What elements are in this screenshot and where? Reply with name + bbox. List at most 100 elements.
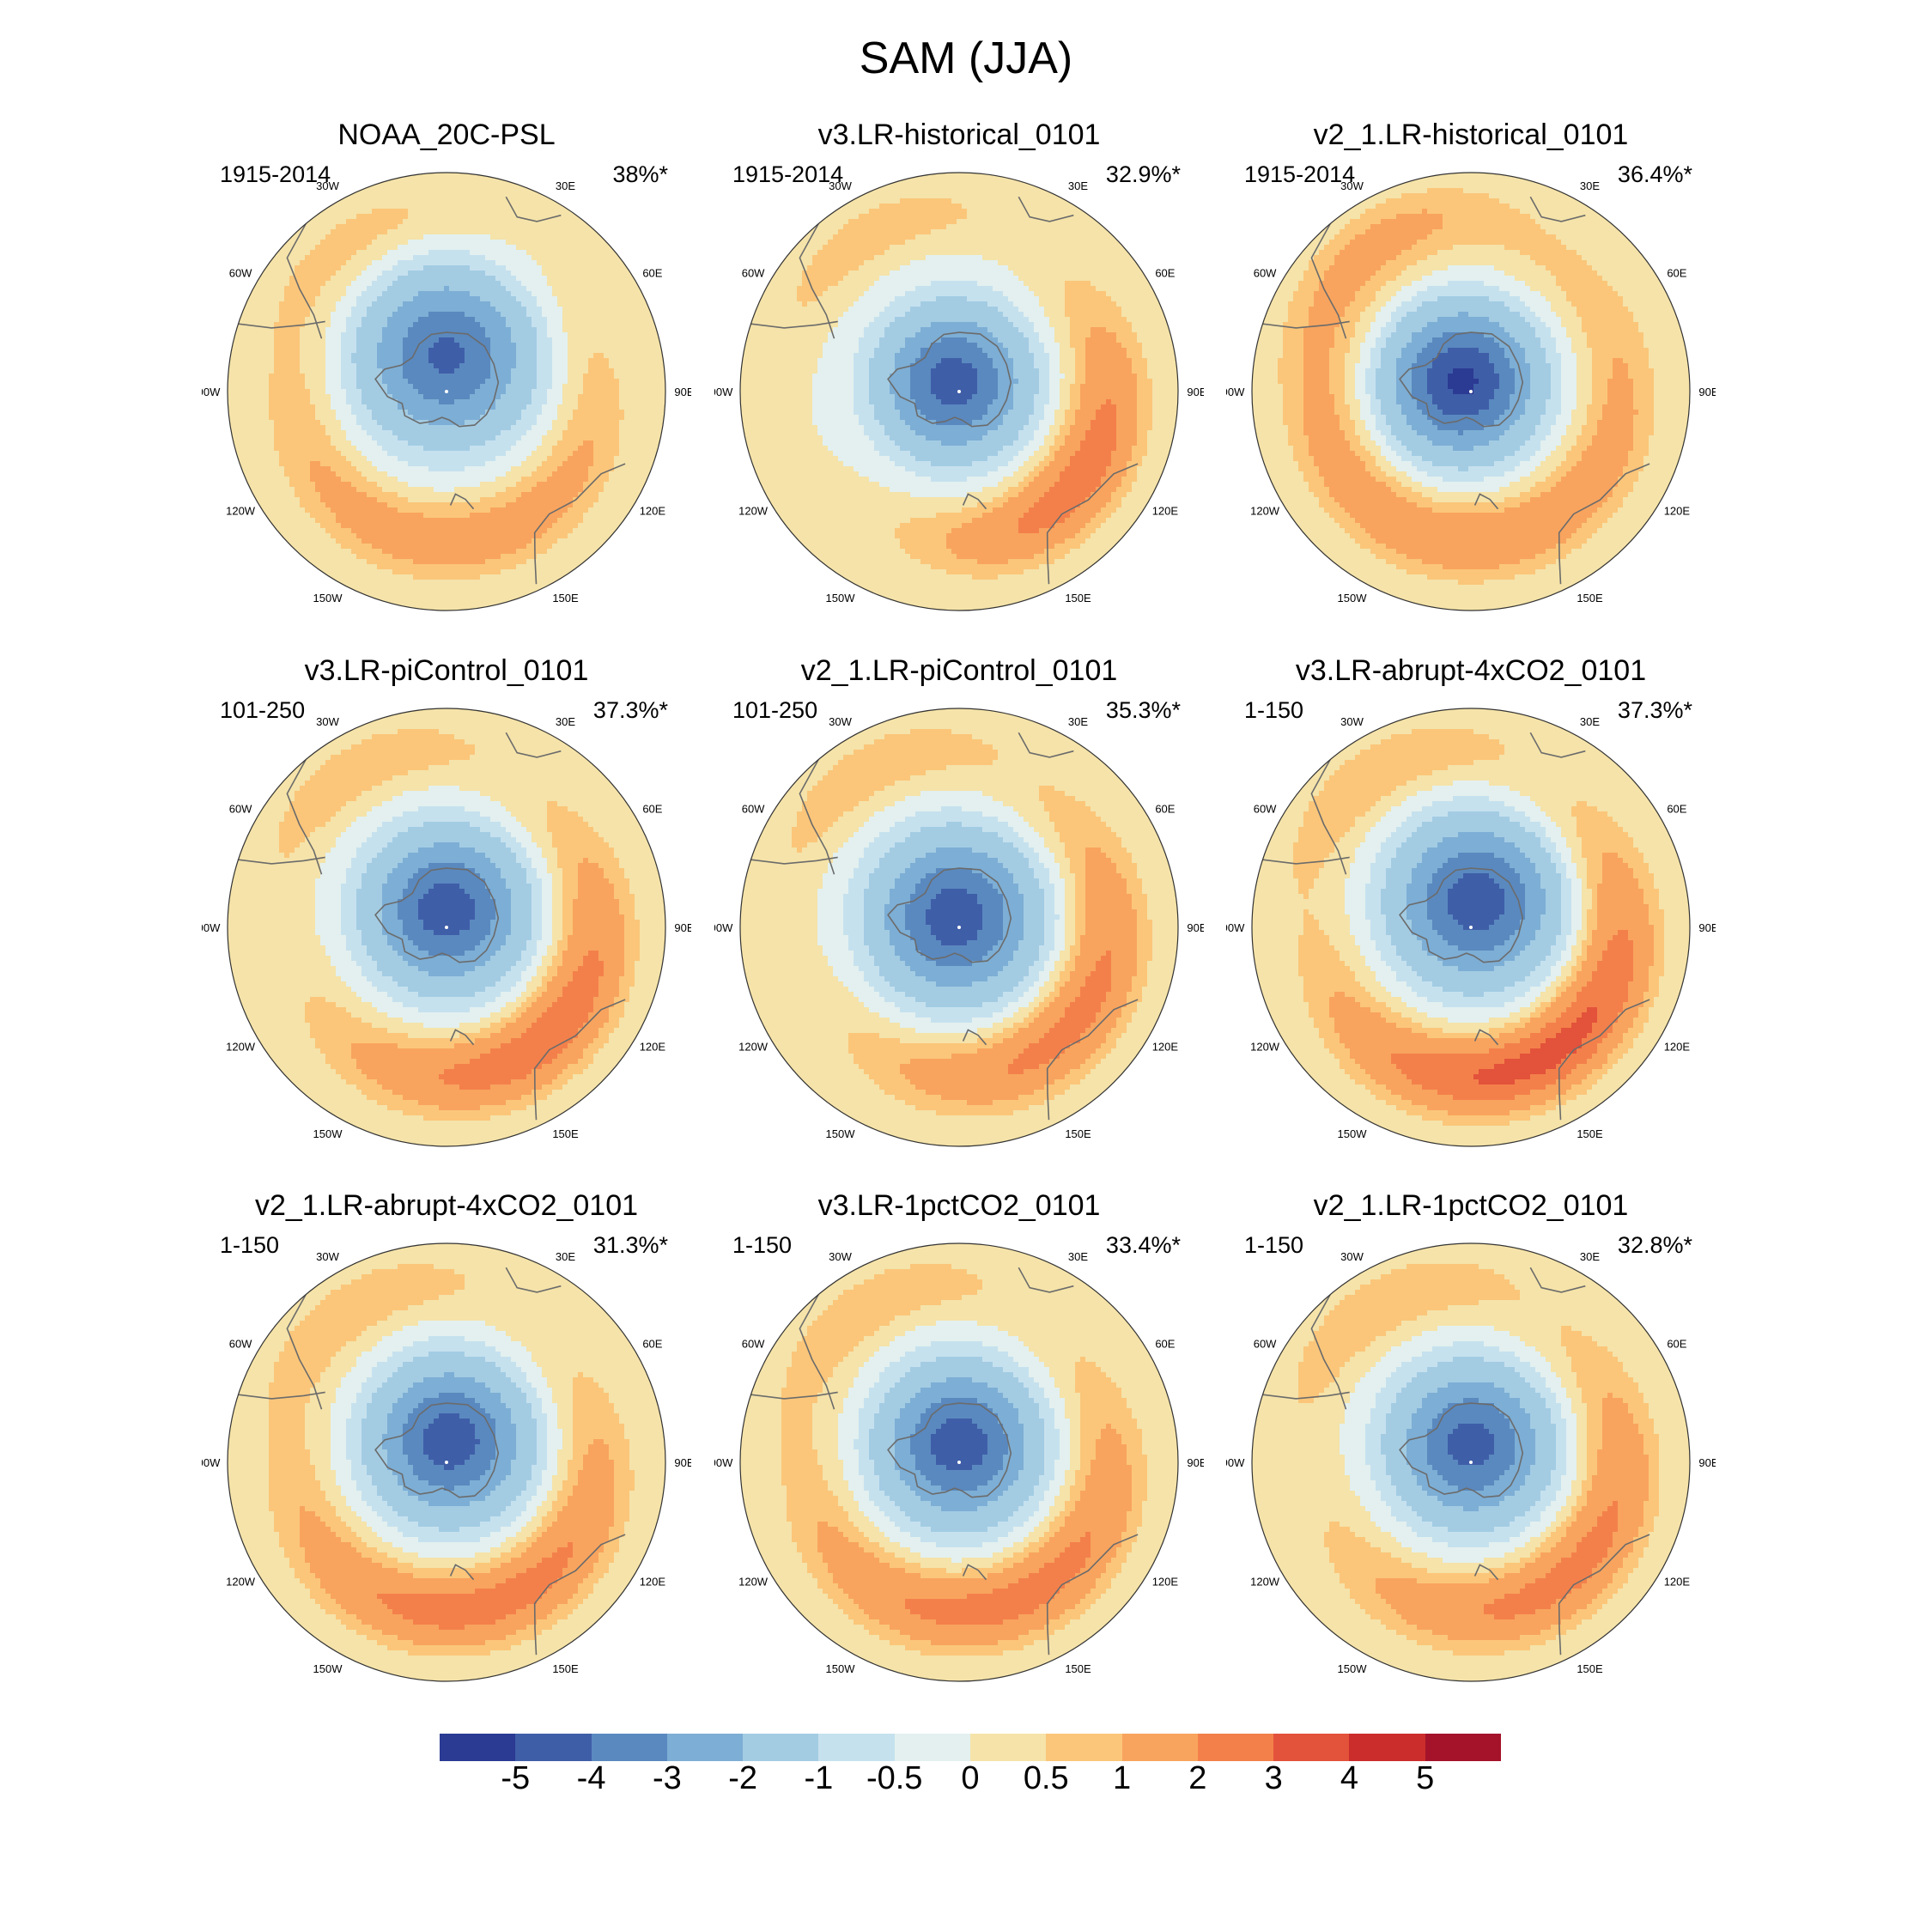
lon-label: 90E: [674, 386, 691, 398]
panel-period: 1-150: [1244, 697, 1303, 724]
lon-label: 120W: [226, 1576, 256, 1589]
lon-label: 90W: [1226, 921, 1245, 934]
colorbar-tick-label: -4: [577, 1760, 606, 1797]
panel-variance-explained: 32.8%*: [1618, 1232, 1692, 1259]
lon-label: 30W: [1340, 1250, 1364, 1263]
lon-label: 90W: [202, 921, 221, 934]
panel-period: 1915-2014: [1244, 161, 1355, 188]
lon-label: 30E: [1068, 715, 1088, 728]
panel-period: 1915-2014: [732, 161, 843, 188]
coastline: [238, 320, 325, 329]
panel-variance-explained: 36.4%*: [1618, 161, 1692, 188]
panel-title: v3.LR-abrupt-4xCO2_0101: [1239, 654, 1703, 688]
coastline: [449, 1564, 475, 1581]
lon-label: 120W: [1250, 1576, 1280, 1589]
lon-label: 180: [950, 1159, 969, 1161]
coastline: [1473, 1564, 1499, 1581]
colorbar-tick-label: -1: [805, 1760, 834, 1797]
coastlines: [750, 196, 1139, 585]
map-boundary: [1251, 172, 1691, 611]
lon-label: 30E: [556, 1250, 575, 1263]
lon-label: 150E: [1065, 1127, 1091, 1140]
coastline: [1262, 856, 1350, 865]
contour-field: [1252, 1243, 1690, 1681]
coastline: [238, 1391, 325, 1400]
lon-label: 180: [437, 623, 456, 625]
lon-label: 60W: [1254, 267, 1277, 280]
polar-map: 030E60E90E120E150E180150W120W90W60W30W: [1226, 708, 1716, 1161]
coastline: [1558, 1534, 1650, 1656]
coastline: [962, 493, 987, 510]
south-pole-marker: [957, 926, 961, 929]
colorbar-tick-label: 4: [1340, 1760, 1358, 1797]
colorbar-tick-label: 2: [1188, 1760, 1206, 1797]
coastline: [962, 1564, 987, 1581]
lon-label: 60W: [229, 267, 252, 280]
lon-label: 60E: [642, 267, 662, 280]
lon-label: 180: [1461, 623, 1480, 625]
map-boundary: [227, 172, 666, 611]
lon-label: 30W: [1340, 179, 1364, 192]
lon-label: 60E: [1667, 1338, 1686, 1351]
lon-label: 30E: [556, 715, 575, 728]
lon-label: 120E: [640, 1041, 666, 1054]
panel-9: v2_1.LR-1pctCO2_01011-15032.8%*030E60E90…: [1226, 1189, 1716, 1704]
coastline: [1558, 999, 1650, 1121]
map-boundary: [1251, 708, 1691, 1147]
coastlines: [1262, 196, 1650, 585]
colorbar-swatch: [1197, 1734, 1274, 1761]
coastline: [887, 1402, 1012, 1498]
coastlines: [1262, 1267, 1650, 1656]
coastline: [887, 867, 1012, 963]
colorbar-swatch: [1121, 1734, 1199, 1761]
coastline: [449, 493, 475, 510]
coastline: [374, 1402, 500, 1498]
south-pole-marker: [445, 926, 448, 929]
lon-label: 150E: [1577, 1662, 1603, 1675]
panel-5: v2_1.LR-piControl_0101101-25035.3%*030E6…: [714, 654, 1204, 1170]
panel-title: v3.LR-1pctCO2_0101: [727, 1189, 1191, 1223]
colorbar-tick-label: 5: [1416, 1760, 1434, 1797]
lon-label: 60E: [642, 1338, 662, 1351]
coastline: [533, 463, 626, 585]
map-boundary: [1251, 1242, 1691, 1682]
map-boundary: [739, 172, 1179, 611]
panel-title: v2_1.LR-1pctCO2_0101: [1239, 1189, 1703, 1223]
lon-label: 90E: [674, 1456, 691, 1469]
lon-label: 150E: [552, 592, 579, 605]
lon-label: 120E: [1664, 505, 1691, 518]
map-boundary: [227, 708, 666, 1147]
coastline: [750, 320, 838, 329]
panel-variance-explained: 37.3%*: [1618, 697, 1692, 724]
figure-title: SAM (JJA): [0, 33, 1932, 84]
lon-label: 90E: [1187, 921, 1204, 934]
lon-label: 30W: [316, 1250, 339, 1263]
lon-label: 90W: [202, 1456, 221, 1469]
lon-label: 120W: [738, 1576, 769, 1589]
lon-label: 120W: [738, 1041, 769, 1054]
coastline: [887, 331, 1012, 428]
lon-label: 120W: [226, 1041, 256, 1054]
coastline: [1262, 1391, 1350, 1400]
lon-label: 60E: [1155, 803, 1175, 816]
lon-label: 120W: [1250, 505, 1280, 518]
south-pole-marker: [957, 390, 961, 393]
panel-title: v2_1.LR-abrupt-4xCO2_0101: [215, 1189, 678, 1223]
lon-label: 60W: [229, 803, 252, 816]
lon-label: 30W: [829, 1250, 852, 1263]
coastline: [1529, 732, 1586, 758]
colorbar-tick-label: 3: [1265, 1760, 1283, 1797]
lon-label: 150W: [826, 1662, 856, 1675]
colorbar-tick-label: 0.5: [1024, 1760, 1069, 1797]
panel-3: v2_1.LR-historical_01011915-201436.4%*03…: [1226, 118, 1716, 634]
lon-label: 60E: [1667, 803, 1686, 816]
coastline: [750, 1391, 838, 1400]
panel-variance-explained: 37.3%*: [593, 697, 668, 724]
coastline: [533, 999, 626, 1121]
lon-label: 180: [950, 623, 969, 625]
coastline: [238, 856, 325, 865]
colorbar-tick-label: -2: [728, 1760, 757, 1797]
panel-variance-explained: 31.3%*: [593, 1232, 668, 1259]
colorbar-swatch: [666, 1734, 744, 1761]
panel-period: 1915-2014: [220, 161, 331, 188]
